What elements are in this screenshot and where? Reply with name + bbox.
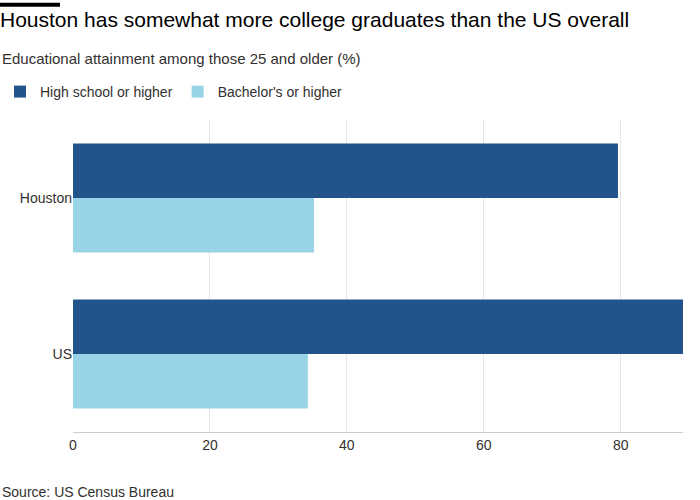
svg-text:40: 40 [339, 437, 355, 453]
svg-text:80: 80 [613, 437, 629, 453]
svg-text:Educational attainment among t: Educational attainment among those 25 an… [2, 50, 361, 67]
svg-text:Source: US Census Bureau: Source: US Census Bureau [2, 484, 174, 500]
svg-text:60: 60 [476, 437, 492, 453]
svg-text:High school or higher: High school or higher [40, 84, 173, 100]
svg-text:Houston has somewhat more coll: Houston has somewhat more college gradua… [0, 8, 629, 31]
svg-text:Bachelor's or higher: Bachelor's or higher [218, 84, 342, 100]
svg-text:0: 0 [69, 437, 77, 453]
svg-text:20: 20 [202, 437, 218, 453]
svg-text:US: US [53, 346, 72, 362]
svg-text:Houston: Houston [20, 190, 72, 206]
